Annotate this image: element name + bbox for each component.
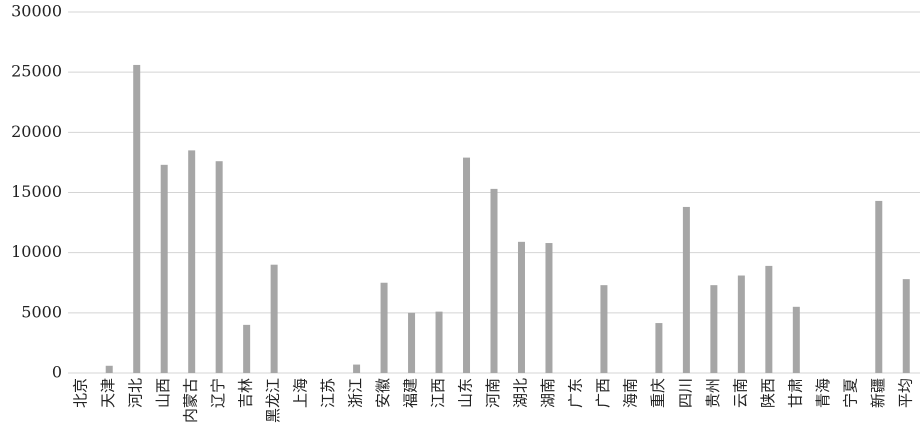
bar <box>270 264 278 373</box>
bar <box>902 279 910 373</box>
x-tick-label: 广东 <box>566 378 584 408</box>
bar <box>600 285 608 373</box>
bar <box>710 285 718 373</box>
y-tick-label: 0 <box>52 363 62 382</box>
x-tick-label: 山东 <box>457 378 475 408</box>
x-tick-label: 陕西 <box>759 378 777 408</box>
bar <box>545 243 553 373</box>
x-tick-label: 广西 <box>594 378 612 408</box>
x-tick-label: 吉林 <box>237 378 255 408</box>
y-tick-label: 30000 <box>11 2 62 21</box>
x-tick-label: 河南 <box>484 378 502 408</box>
x-tick-label: 青海 <box>814 378 832 408</box>
x-tick-label: 甘肃 <box>786 378 804 408</box>
x-tick-label: 北京 <box>72 378 90 408</box>
x-tick-label: 江苏 <box>319 378 337 408</box>
x-tick-label: 安徽 <box>374 378 392 408</box>
x-tick-label: 新疆 <box>869 378 887 408</box>
x-tick-label: 山西 <box>154 378 172 408</box>
bar <box>737 275 745 373</box>
bar <box>463 157 471 373</box>
bar <box>243 324 251 373</box>
x-tick-label: 云南 <box>731 378 749 408</box>
bar <box>133 64 141 374</box>
y-tick-label: 20000 <box>11 122 62 141</box>
x-tick-label: 海南 <box>621 378 639 408</box>
x-tick-label: 贵州 <box>704 378 722 408</box>
bar <box>188 150 196 373</box>
x-tick-label: 江西 <box>429 378 447 408</box>
x-tick-label: 宁夏 <box>841 378 859 408</box>
x-tick-label: 四川 <box>676 378 694 408</box>
x-tick-label: 天津 <box>99 378 117 408</box>
bar <box>215 161 223 373</box>
x-tick-label: 浙江 <box>347 378 365 408</box>
bar <box>517 241 525 373</box>
y-tick-label: 15000 <box>11 182 62 201</box>
bar <box>490 188 498 373</box>
x-tick-label: 重庆 <box>649 378 667 408</box>
bar <box>160 164 168 373</box>
x-tick-label: 上海 <box>292 378 310 408</box>
bar <box>105 365 113 373</box>
y-tick-label: 10000 <box>11 242 62 261</box>
bar <box>792 306 800 373</box>
y-tick-label: 5000 <box>21 302 62 321</box>
bar <box>435 311 443 373</box>
x-tick-label: 辽宁 <box>209 378 227 408</box>
bar <box>682 206 690 373</box>
bar <box>380 282 388 373</box>
x-tick-label: 福建 <box>402 378 420 408</box>
bar <box>765 265 773 373</box>
y-tick-label: 25000 <box>11 62 62 81</box>
bar <box>655 323 663 373</box>
bar <box>353 364 361 373</box>
bar <box>408 312 416 373</box>
x-tick-label: 内蒙古 <box>182 378 200 423</box>
x-tick-label: 黑龙江 <box>264 378 282 423</box>
bar <box>875 200 883 373</box>
x-tick-label: 平均 <box>896 378 914 408</box>
x-tick-label: 河北 <box>127 378 145 408</box>
x-tick-label: 湖北 <box>511 378 529 408</box>
x-tick-label: 湖南 <box>539 378 557 408</box>
